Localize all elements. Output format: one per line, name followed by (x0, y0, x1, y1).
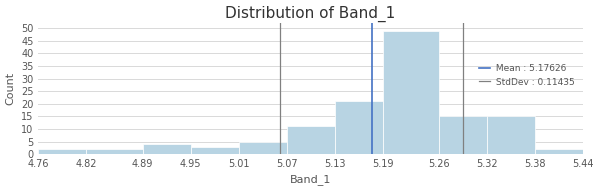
Bar (486, 116, 535, 154)
Bar (383, 31, 438, 154)
Bar (535, 149, 583, 154)
Bar (286, 126, 335, 154)
Bar (86, 149, 143, 154)
Bar (583, 149, 599, 154)
X-axis label: Band_1: Band_1 (290, 175, 331, 185)
Bar (190, 146, 238, 154)
Bar (238, 142, 286, 154)
Title: Distribution of Band_1: Distribution of Band_1 (225, 6, 396, 22)
Y-axis label: Count: Count (5, 72, 16, 105)
Legend:  Mean : 5.17626,  StdDev : 0.11435: Mean : 5.17626, StdDev : 0.11435 (476, 60, 578, 90)
Bar (438, 116, 486, 154)
Bar (143, 144, 190, 154)
Bar (335, 101, 383, 154)
Bar (38, 149, 86, 154)
